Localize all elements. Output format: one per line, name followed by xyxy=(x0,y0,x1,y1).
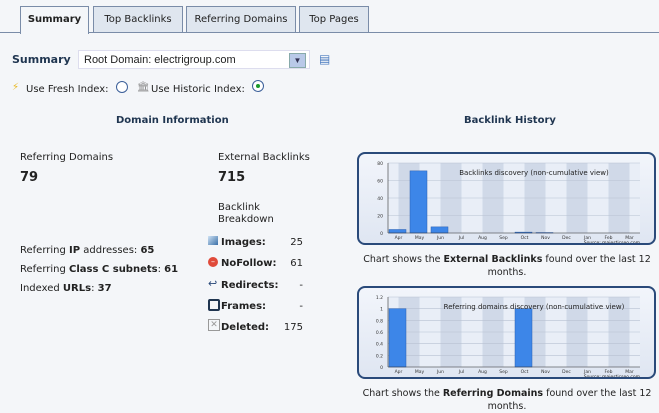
x-tick-label: Aug xyxy=(478,235,487,241)
y-tick-label: 0.8 xyxy=(376,318,383,324)
x-tick-label: Mar xyxy=(625,235,634,241)
ref-domains-value: 79 xyxy=(20,170,39,185)
breakdown-redirects-value: - xyxy=(299,280,303,291)
deleted-icon: ✕ xyxy=(208,319,220,331)
x-tick-label: Apr xyxy=(395,235,403,241)
fresh-index-radio[interactable] xyxy=(116,81,128,93)
x-tick-label: Jul xyxy=(458,235,464,241)
backlinks-chart: 0 20 40 60 80 Apr May Jun Jul Aug Sep Oct Nov Dec Jan F… xyxy=(357,152,656,246)
class-c-stat: Referring Class C subnets: 61 xyxy=(20,264,179,275)
indexed-urls-stat: Indexed URLs: 37 xyxy=(20,283,112,294)
chart-title: Backlinks discovery (non-cumulative view… xyxy=(459,169,609,177)
domain-select[interactable]: Root Domain: electrigroup.com ▼ xyxy=(78,50,310,69)
x-tick-label: Feb xyxy=(605,235,613,241)
lightning-icon: ⚡ xyxy=(12,82,20,93)
chart-source: Source: majesticseo.com xyxy=(584,240,640,243)
tab-top-backlinks[interactable]: Top Backlinks xyxy=(93,6,183,32)
x-tick-label: Jun xyxy=(436,235,444,241)
backlinks-chart-svg: 0 20 40 60 80 Apr May Jun Jul Aug Sep Oct Nov Dec Jan F… xyxy=(377,161,640,246)
breakdown-images-value: 25 xyxy=(290,237,303,248)
y-tick-label: 0.2 xyxy=(376,353,383,359)
y-tick-label: 0.6 xyxy=(376,330,383,336)
breakdown-frames-label: Frames: xyxy=(221,301,267,312)
bank-icon: 🏛 xyxy=(137,82,150,93)
breakdown-title-1: Backlink xyxy=(218,202,260,213)
tab-top-pages[interactable]: Top Pages xyxy=(299,6,369,32)
tab-referring-domains[interactable]: Referring Domains xyxy=(186,6,296,32)
x-tick-label: Sep xyxy=(499,235,508,241)
ext-backlinks-label: External Backlinks xyxy=(218,152,310,163)
chart-title: Referring domains discovery (non-cumulat… xyxy=(444,303,625,311)
ref-domains-chart-caption: Chart shows the Referring Domains found … xyxy=(362,388,652,412)
x-tick-label: Feb xyxy=(605,369,613,375)
x-tick-label: Jun xyxy=(436,369,444,375)
nofollow-icon: – xyxy=(208,257,218,267)
x-tick-label: Sep xyxy=(499,369,508,375)
y-tick-label: 0 xyxy=(380,365,383,371)
backlink-history-heading: Backlink History xyxy=(464,115,556,126)
y-tick-label: 1.2 xyxy=(376,295,383,301)
x-tick-label: Jul xyxy=(458,369,464,375)
x-tick-label: Nov xyxy=(541,235,550,241)
breakdown-nofollow-label: NoFollow: xyxy=(221,258,277,269)
breakdown-redirects-label: Redirects: xyxy=(221,280,279,291)
x-tick-label: Oct xyxy=(521,235,529,241)
x-tick-label: Dec xyxy=(562,235,571,241)
frame-icon xyxy=(208,299,220,311)
tab-summary[interactable]: Summary xyxy=(20,6,89,34)
breakdown-images-label: Images: xyxy=(221,237,266,248)
x-tick-label: Dec xyxy=(562,369,571,375)
breakdown-frames-value: - xyxy=(299,301,303,312)
x-tick-label: May xyxy=(415,369,425,375)
bar-apr xyxy=(388,308,407,368)
ip-stat: Referring IP addresses: 65 xyxy=(20,245,155,256)
fresh-index-label: Use Fresh Index: xyxy=(26,84,109,95)
bar-jun xyxy=(430,226,449,234)
y-tick-label: 80 xyxy=(377,161,383,167)
x-tick-label: Mar xyxy=(625,369,634,375)
domain-info-heading: Domain Information xyxy=(116,115,229,126)
bar-may xyxy=(409,170,428,234)
x-tick-label: May xyxy=(415,235,425,241)
chart-source: Source: majesticseo.com xyxy=(584,374,640,377)
y-tick-label: 40 xyxy=(377,196,383,202)
x-tick-label: Aug xyxy=(478,369,487,375)
historic-index-label: Use Historic Index: xyxy=(151,84,245,95)
x-tick-label: Oct xyxy=(521,369,529,375)
backlinks-chart-caption: Chart shows the External Backlinks found… xyxy=(363,254,651,278)
breakdown-deleted-value: 175 xyxy=(283,322,303,333)
x-tick-label: Apr xyxy=(395,369,403,375)
ext-backlinks-value: 715 xyxy=(218,170,246,185)
y-tick-label: 1 xyxy=(380,307,383,313)
ref-domains-label: Referring Domains xyxy=(20,152,114,163)
bar-oct xyxy=(514,308,533,368)
export-icon[interactable]: ▤ xyxy=(319,52,331,66)
y-tick-label: 20 xyxy=(377,214,383,220)
x-tick-label: Jan xyxy=(583,235,591,241)
y-tick-label: 60 xyxy=(377,179,383,185)
ref-domains-chart-svg: 0 0.2 0.4 0.6 0.8 1 1.2 Apr May Jun Jul Aug Sep Oct No… xyxy=(376,295,640,380)
breakdown-nofollow-value: 61 xyxy=(290,258,303,269)
redirect-icon: ↩ xyxy=(208,277,218,290)
y-tick-label: 0 xyxy=(380,231,383,237)
bar-apr xyxy=(388,229,407,234)
x-tick-label: Jan xyxy=(583,369,591,375)
breakdown-deleted-label: Deleted: xyxy=(221,322,270,333)
summary-label: Summary xyxy=(12,53,71,66)
y-tick-label: 0.4 xyxy=(376,342,383,348)
x-tick-label: Nov xyxy=(541,369,550,375)
domain-select-value: Root Domain: electrigroup.com xyxy=(84,54,236,66)
breakdown-title-2: Breakdown xyxy=(218,214,274,225)
ref-domains-chart: 0 0.2 0.4 0.6 0.8 1 1.2 Apr May Jun Jul Aug Sep Oct No… xyxy=(357,286,656,380)
historic-index-radio[interactable] xyxy=(252,80,264,92)
tab-bar: Summary Top Backlinks Referring Domains … xyxy=(0,0,659,34)
image-icon xyxy=(208,236,218,245)
chevron-down-icon[interactable]: ▼ xyxy=(289,53,306,68)
